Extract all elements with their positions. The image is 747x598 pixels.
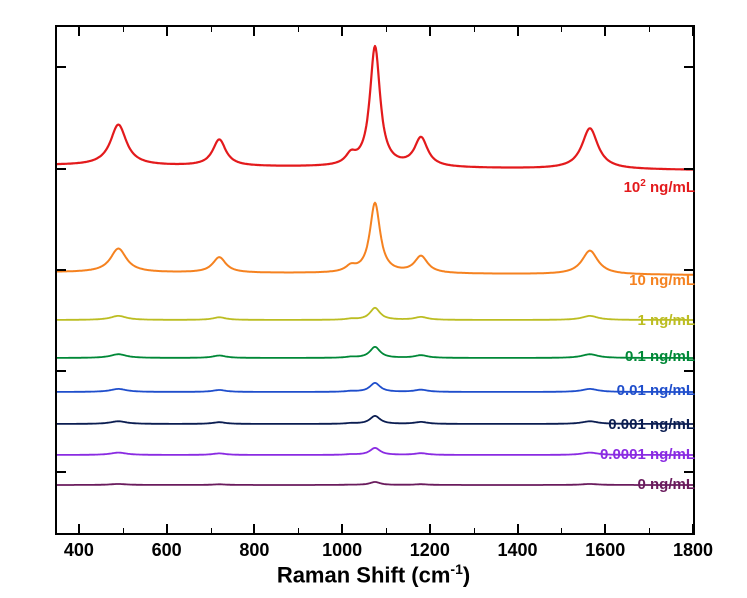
x-minor-tick: [474, 528, 475, 533]
x-axis-label: Raman Shift (cm-1): [0, 561, 747, 588]
x-tick: [166, 524, 168, 533]
chart-container: { "chart": { "type": "line", "x_axis": {…: [0, 0, 747, 598]
x-minor-tick: [649, 528, 650, 533]
spectra-svg: [57, 27, 693, 533]
x-tick: [517, 27, 519, 36]
series-label: 102 ng/mL: [624, 178, 695, 196]
spectrum-line: [57, 203, 693, 275]
x-tick: [78, 27, 80, 36]
x-axis-label-prefix: Raman Shift (cm: [277, 562, 451, 587]
x-tick: [692, 524, 694, 533]
spectrum-line: [57, 347, 693, 358]
x-tick-label: 1200: [410, 540, 450, 561]
x-axis-label-exp: -1: [450, 561, 462, 577]
x-axis-label-suffix: ): [463, 562, 470, 587]
x-minor-tick: [298, 27, 299, 32]
x-tick-label: 1600: [585, 540, 625, 561]
x-tick-label: 600: [152, 540, 182, 561]
y-tick: [57, 471, 66, 473]
x-minor-tick: [386, 528, 387, 533]
x-tick: [341, 27, 343, 36]
x-tick-label: 1400: [498, 540, 538, 561]
x-tick: [604, 524, 606, 533]
series-label: 0.0001 ng/mL: [600, 446, 695, 463]
spectrum-line: [57, 448, 693, 455]
x-minor-tick: [561, 528, 562, 533]
y-tick: [684, 370, 693, 372]
y-tick: [57, 269, 66, 271]
x-minor-tick: [386, 27, 387, 32]
x-minor-tick: [211, 528, 212, 533]
series-label: 10 ng/mL: [629, 272, 695, 289]
y-tick: [57, 66, 66, 68]
x-minor-tick: [649, 27, 650, 32]
x-tick: [517, 524, 519, 533]
series-label: 0.001 ng/mL: [608, 416, 695, 433]
x-tick-label: 1800: [673, 540, 713, 561]
x-tick: [253, 524, 255, 533]
series-label: 0.1 ng/mL: [625, 348, 695, 365]
x-tick: [429, 27, 431, 36]
x-minor-tick: [123, 528, 124, 533]
series-label: 0.01 ng/mL: [617, 382, 695, 399]
x-tick: [78, 524, 80, 533]
y-tick: [684, 269, 693, 271]
y-tick: [57, 168, 66, 170]
x-tick: [429, 524, 431, 533]
x-minor-tick: [298, 528, 299, 533]
spectrum-line: [57, 482, 693, 485]
x-tick: [341, 524, 343, 533]
spectrum-line: [57, 383, 693, 392]
x-minor-tick: [211, 27, 212, 32]
spectrum-line: [57, 308, 693, 320]
y-tick: [684, 471, 693, 473]
series-label: 1 ng/mL: [637, 312, 695, 329]
x-minor-tick: [474, 27, 475, 32]
y-tick: [57, 370, 66, 372]
x-minor-tick: [123, 27, 124, 32]
x-tick-label: 1000: [322, 540, 362, 561]
y-tick: [684, 66, 693, 68]
x-tick-label: 800: [239, 540, 269, 561]
x-tick: [692, 27, 694, 36]
y-tick: [684, 168, 693, 170]
x-tick: [166, 27, 168, 36]
spectrum-line: [57, 416, 693, 424]
x-minor-tick: [561, 27, 562, 32]
x-tick-label: 400: [64, 540, 94, 561]
x-tick: [604, 27, 606, 36]
spectrum-line: [57, 46, 693, 170]
series-label: 0 ng/mL: [637, 476, 695, 493]
x-tick: [253, 27, 255, 36]
